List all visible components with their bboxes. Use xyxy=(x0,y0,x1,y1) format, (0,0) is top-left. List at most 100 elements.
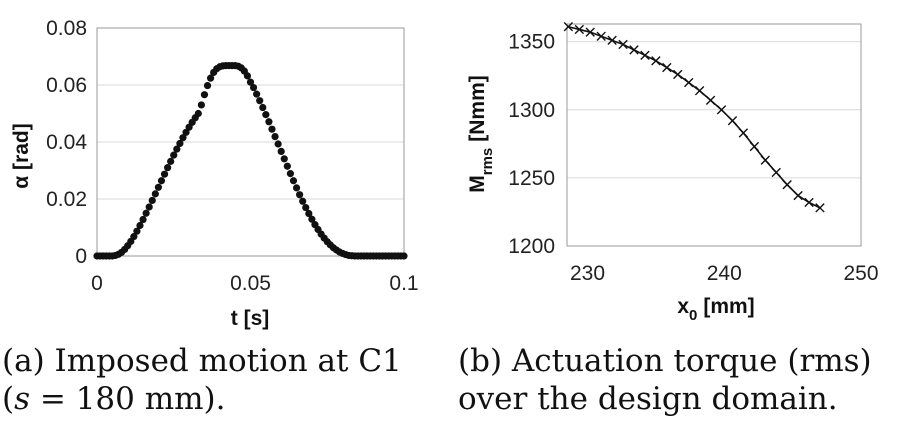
chart-a-x-tick-labels: 0 0.05 0.1 xyxy=(91,272,418,295)
chart-b-data-point xyxy=(782,180,792,190)
chart-b-data-point xyxy=(640,50,650,61)
chart-a-data-point xyxy=(277,147,285,155)
caption-b-line2: over the design domain. xyxy=(458,381,838,417)
chart-b-data-point xyxy=(804,197,814,208)
caption-b-line1: (b) Actuation torque (rms) xyxy=(458,343,872,379)
chart-b-data-point xyxy=(618,39,628,50)
chart-a-data-point xyxy=(157,177,166,185)
chart-b-x-label-sub: 0 xyxy=(689,307,697,324)
chart-a-data-point xyxy=(170,151,178,159)
chart-a-data-point xyxy=(305,209,313,218)
chart-a-data-point xyxy=(289,177,298,185)
chart-a-plot-frame xyxy=(96,27,405,257)
chart-a-data-point xyxy=(283,162,291,170)
chart-a-data-point xyxy=(308,215,316,223)
chart-b-x-label-unit: [mm] xyxy=(703,295,754,318)
caption-a-rest: = 180 mm). xyxy=(30,381,226,417)
figure-canvas: 0 0.02 0.04 0.06 0.08 0 0.05 0.1 α [rad] t [s]… xyxy=(10,17,879,330)
chart-b-data-point xyxy=(574,24,585,35)
chart-b-x-tick-labels: 230 240 250 xyxy=(570,262,879,285)
chart-b-x-tick-label: 240 xyxy=(707,262,742,285)
chart-a-data-point xyxy=(200,91,209,99)
chart-a-data-point xyxy=(256,97,264,105)
chart-a-data-point xyxy=(133,227,141,235)
chart-a-data-point xyxy=(154,183,162,191)
chart-b-data-point xyxy=(585,27,595,37)
chart-a-y-tick-label: 0.08 xyxy=(46,17,87,40)
chart-a-data-point xyxy=(286,170,295,178)
chart-b-data-point xyxy=(705,95,716,105)
chart-a-data-point xyxy=(299,197,307,205)
chart-a-data-point xyxy=(142,209,150,217)
chart-b-data-point xyxy=(771,167,781,178)
chart-a-data-point xyxy=(130,233,138,241)
chart-a-y-tick-label: 0.02 xyxy=(46,188,87,211)
chart-b-x-label-main: x xyxy=(677,295,689,318)
chart-a-data-point xyxy=(160,170,169,178)
chart-b-data-point xyxy=(727,116,738,126)
chart-a-data-point xyxy=(292,184,301,192)
chart-a-data-point xyxy=(197,101,205,109)
chart-b-y-tick-label: 1300 xyxy=(508,99,555,122)
caption-a-line2: (s = 180 mm). xyxy=(2,380,454,418)
chart-a-data-point xyxy=(139,215,147,224)
chart-b-gridlines xyxy=(567,41,861,247)
chart-b-y-tick-label: 1200 xyxy=(508,235,555,258)
chart-b-data-point xyxy=(596,31,606,41)
chart-b-data-points xyxy=(563,22,825,213)
chart-a-y-tick-label: 0.06 xyxy=(46,74,87,97)
chart-a-data-point xyxy=(274,140,282,148)
chart-a-y-tick-labels: 0 0.02 0.04 0.06 0.08 xyxy=(46,17,87,268)
chart-b-data-point xyxy=(629,45,639,55)
chart-b-data-point xyxy=(651,56,661,66)
chart-a-x-axis-label: t [s] xyxy=(231,307,270,330)
chart-b-data-point xyxy=(607,35,617,46)
chart-a-data-point xyxy=(167,157,175,165)
chart-b-data-point xyxy=(684,77,694,88)
caption-a-variable: s xyxy=(14,381,31,417)
chart-b-data-point xyxy=(815,203,825,213)
chart-b-data-point xyxy=(662,62,672,73)
chart-a-data-point xyxy=(203,81,212,90)
chart-b-x-axis-label: x0 [mm] xyxy=(677,295,754,324)
chart-a-data-point xyxy=(296,191,304,199)
chart-b-data-point xyxy=(738,128,749,138)
chart-a-data-point xyxy=(400,252,408,260)
caption-a-open-paren: ( xyxy=(2,381,15,417)
chart-b-data-point xyxy=(749,141,760,152)
chart-a-data-point xyxy=(148,196,156,205)
chart-a-data-point xyxy=(302,203,310,212)
chart-a-data-points xyxy=(93,62,408,260)
chart-b-y-tick-labels: 1200 1250 1300 1350 xyxy=(508,31,555,258)
chart-b-y-tick-label: 1250 xyxy=(508,167,555,190)
chart-b-y-label-sub: rms xyxy=(479,148,496,176)
chart-a-x-tick-label: 0.05 xyxy=(230,272,271,295)
chart-a-data-point xyxy=(206,74,215,82)
chart-b-y-label-main: M xyxy=(466,175,489,193)
chart-actuation-torque: 1200 1250 1300 1350 230 240 250 Mrms [Nmm] x0 [… xyxy=(466,22,879,324)
chart-a-data-point xyxy=(179,134,187,142)
caption-a-line1: (a) Imposed motion at C1 xyxy=(2,343,402,379)
chart-a-y-axis-label: α [rad] xyxy=(10,123,33,188)
chart-a-data-point xyxy=(194,109,202,118)
chart-b-y-label-unit: [Nmm] xyxy=(466,75,489,142)
chart-a-data-point xyxy=(253,90,261,98)
chart-a-data-point xyxy=(280,155,288,163)
chart-b-y-axis-label: Mrms [Nmm] xyxy=(466,75,496,193)
chart-b-data-point xyxy=(673,69,683,80)
chart-a-x-tick-label: 0 xyxy=(91,272,103,295)
chart-b-data-point xyxy=(760,155,770,165)
chart-a-data-point xyxy=(173,145,181,153)
chart-imposed-motion: 0 0.02 0.04 0.06 0.08 0 0.05 0.1 α [rad] t [s] xyxy=(10,17,419,330)
chart-a-data-point xyxy=(265,118,273,126)
chart-a-data-point xyxy=(151,190,159,198)
chart-b-series-line xyxy=(568,25,821,209)
chart-a-data-point xyxy=(249,83,258,92)
chart-a-data-point xyxy=(262,111,270,119)
chart-b-x-tick-label: 250 xyxy=(843,262,878,285)
chart-a-data-point xyxy=(259,103,267,112)
chart-b-data-point xyxy=(694,86,705,96)
chart-a-x-tick-label: 0.1 xyxy=(389,272,418,295)
chart-a-data-point xyxy=(243,72,252,80)
chart-a-y-tick-label: 0 xyxy=(75,245,87,268)
